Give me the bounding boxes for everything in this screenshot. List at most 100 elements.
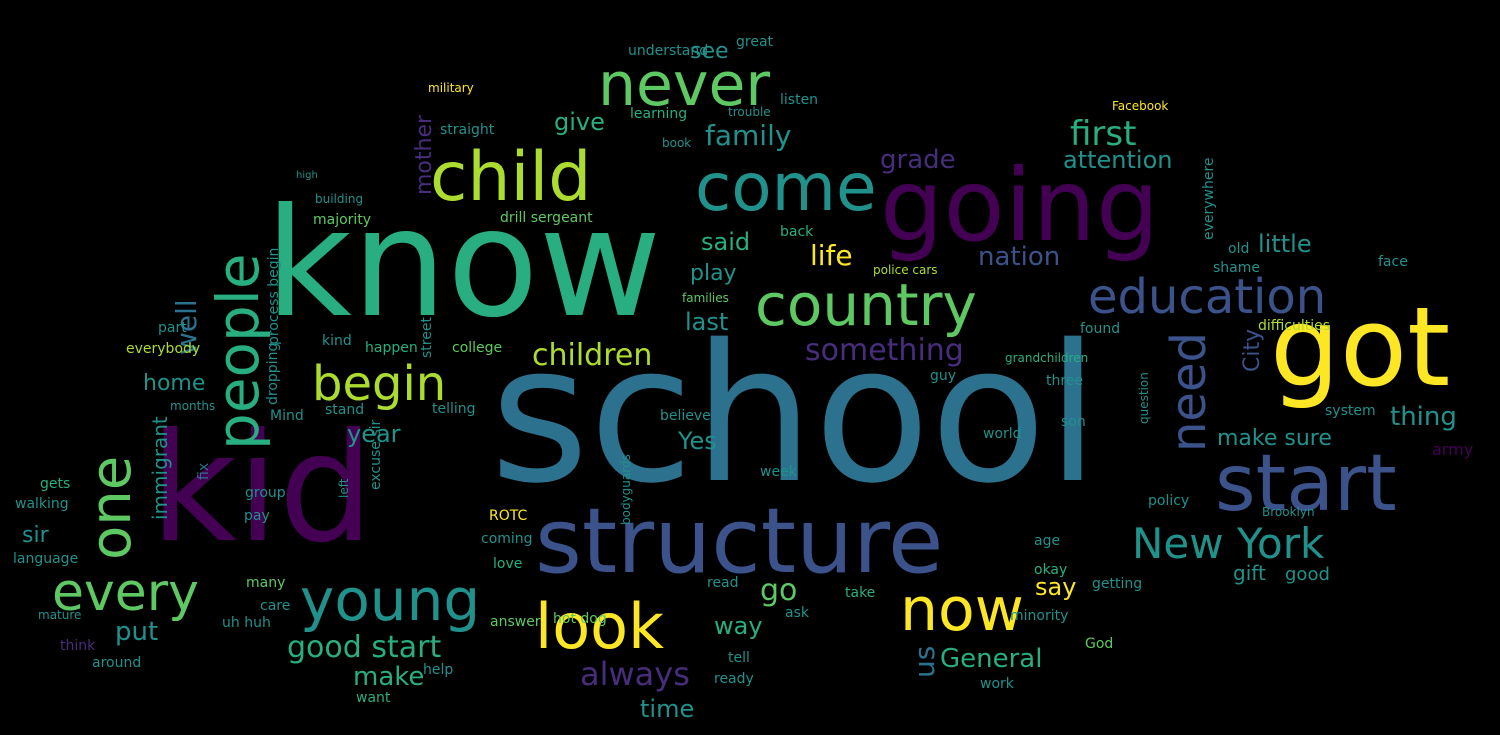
word-home: home: [143, 371, 205, 396]
word-go: go: [760, 573, 797, 608]
word-never: never: [598, 50, 770, 120]
word-mother: mother: [412, 114, 437, 195]
word-difficulties: difficulties: [1258, 318, 1330, 334]
word-back: back: [780, 224, 814, 240]
word-walking: walking: [15, 496, 69, 512]
word-three: three: [1046, 373, 1083, 389]
word-children: children: [532, 338, 652, 373]
word-kind: kind: [322, 333, 352, 349]
word-majority: majority: [313, 212, 371, 228]
word-little: little: [1258, 230, 1312, 258]
word-believe: believe: [660, 408, 711, 424]
word-said: said: [701, 228, 750, 256]
word-need: need: [1161, 332, 1217, 452]
word-left: left: [337, 478, 351, 498]
word-happen: happen: [365, 340, 418, 356]
word-old: old: [1228, 241, 1249, 257]
word-year: year: [347, 420, 401, 448]
word-world: world: [983, 426, 1022, 442]
word-one: one: [79, 456, 144, 560]
word-time: time: [640, 695, 694, 723]
word-give: give: [554, 108, 605, 136]
word-way: way: [714, 612, 763, 640]
word-book: book: [662, 136, 691, 150]
word-mind: Mind: [270, 408, 304, 424]
word-want: want: [356, 690, 391, 706]
word-life: life: [810, 239, 853, 272]
word-grandchildren: grandchildren: [1005, 351, 1088, 365]
word-something: something: [805, 333, 964, 368]
word-family: family: [705, 119, 791, 152]
word-found: found: [1080, 321, 1120, 337]
word-start: start: [1215, 439, 1397, 529]
word-excuse-sir: excuse sir: [368, 419, 384, 490]
word-city: City: [1240, 329, 1265, 372]
word-country: country: [755, 271, 977, 339]
word-gift: gift: [1233, 561, 1266, 585]
word-care: care: [260, 598, 290, 614]
word-great: great: [736, 34, 774, 50]
word-see: see: [690, 39, 729, 64]
word-think: think: [60, 638, 96, 654]
word-military: military: [428, 81, 474, 95]
word-going: going: [880, 147, 1159, 264]
word-us: us: [908, 646, 941, 678]
word-getting: getting: [1092, 576, 1142, 592]
word-people: people: [204, 253, 272, 450]
word-coming: coming: [481, 531, 533, 547]
word-gets: gets: [40, 476, 70, 492]
word-telling: telling: [432, 401, 476, 417]
word-come: come: [695, 149, 877, 226]
word-system: system: [1325, 403, 1376, 419]
word-fix: fix: [196, 463, 212, 480]
word-immigrant: immigrant: [148, 416, 172, 520]
word-street: street: [419, 317, 435, 358]
word-language: language: [13, 551, 78, 567]
word-shame: shame: [1213, 260, 1260, 276]
word-understand: understand: [628, 43, 708, 59]
word-part: part: [158, 320, 187, 336]
word-question: question: [1137, 372, 1151, 424]
word-drill-sergeant: drill sergeant: [500, 210, 593, 226]
word-mature: mature: [38, 608, 81, 622]
word-take: take: [845, 585, 875, 601]
word-new-york: New York: [1132, 519, 1325, 568]
word-police-cars: police cars: [873, 263, 938, 277]
word-uh-huh: uh huh: [222, 615, 271, 631]
word-always: always: [580, 655, 690, 693]
word-put: put: [115, 617, 158, 647]
word-answer: answer: [490, 614, 541, 630]
word-first: first: [1070, 114, 1136, 154]
word-got: got: [1270, 283, 1450, 411]
word-guy: guy: [930, 368, 956, 384]
word-around: around: [92, 655, 141, 671]
word-college: college: [452, 340, 502, 356]
word-straight: straight: [440, 122, 495, 138]
word-families: families: [682, 291, 729, 305]
word-bodyguards: bodyguards: [619, 454, 633, 525]
word-pay: pay: [244, 508, 270, 524]
word-look: look: [535, 590, 664, 663]
word-thing: thing: [1390, 402, 1457, 432]
word-good-start: good start: [287, 630, 441, 665]
word-sir: sir: [22, 523, 50, 548]
word-dropping: dropping: [265, 343, 281, 405]
word-learning: learning: [630, 106, 687, 122]
word-high: high: [296, 170, 318, 181]
word-everybody: everybody: [126, 341, 200, 357]
word-make: make: [353, 662, 424, 692]
word-grade: grade: [880, 145, 956, 175]
word-minority: minority: [1010, 608, 1068, 624]
word-brooklyn: Brooklyn: [1262, 505, 1315, 519]
word-make-sure: make sure: [1217, 426, 1332, 451]
word-yes: Yes: [677, 427, 717, 455]
word-face: face: [1378, 254, 1408, 270]
word-okay: okay: [1034, 562, 1067, 578]
word-school: school: [490, 304, 1099, 525]
word-group: group: [245, 485, 286, 501]
word-begin: begin: [312, 356, 446, 412]
word-attention: attention: [1063, 146, 1172, 174]
word-week: week: [760, 464, 798, 480]
word-structure: structure: [535, 489, 943, 594]
word-young: young: [300, 566, 480, 634]
